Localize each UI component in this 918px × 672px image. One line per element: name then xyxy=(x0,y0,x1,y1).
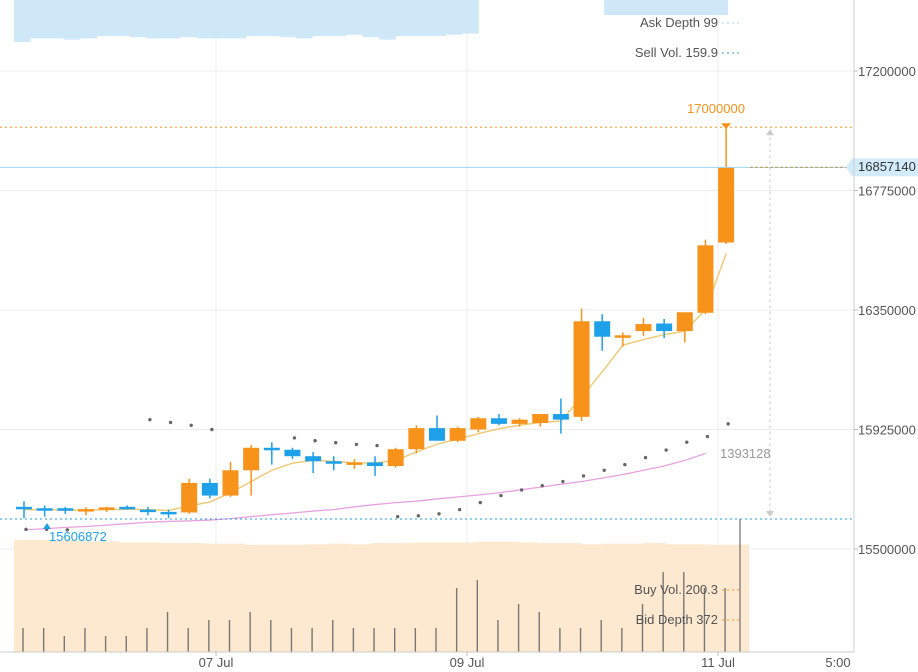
sar-dot xyxy=(643,455,648,460)
sar-dot xyxy=(210,427,214,432)
sell-vol-label: Sell Vol. 159.9 xyxy=(635,45,718,60)
sar-dot xyxy=(437,512,441,516)
sar-dot xyxy=(148,417,152,422)
sar-dot xyxy=(24,527,28,532)
candle-body xyxy=(98,507,115,510)
sar-dot xyxy=(375,443,379,448)
sar-dot xyxy=(189,423,193,427)
candle-body xyxy=(614,335,631,338)
candle-body xyxy=(243,447,260,471)
candle-body xyxy=(635,324,652,332)
min-price-marker xyxy=(43,522,51,529)
y-tick-label: 17200000 xyxy=(858,64,916,79)
sar-dot xyxy=(354,442,359,447)
pink-line-path xyxy=(23,452,706,531)
candles xyxy=(16,127,735,519)
sar-dot xyxy=(664,448,668,452)
candle-body xyxy=(490,418,507,424)
sar-dot xyxy=(478,500,482,505)
sar-dot xyxy=(168,420,173,425)
candle-body xyxy=(16,506,32,510)
ask-depth-block xyxy=(604,0,728,15)
y-tick-label: 16775000 xyxy=(858,184,916,199)
range-arrow-top xyxy=(766,129,774,136)
bid-depth-area xyxy=(14,540,749,652)
sar-dot xyxy=(602,468,606,472)
x-tick-label: 5:00 xyxy=(825,655,850,670)
reference-lines xyxy=(0,22,918,652)
candle-body xyxy=(57,508,74,511)
last-price-tag xyxy=(846,158,918,177)
max-price-label: 17000000 xyxy=(687,101,745,116)
ask-depth-area xyxy=(14,0,728,42)
candle-body xyxy=(222,470,239,496)
y-tick-label: 15925000 xyxy=(858,423,916,438)
candle-body xyxy=(119,506,136,510)
sar-dot xyxy=(540,484,544,488)
sar-dot xyxy=(334,441,338,445)
candle-body xyxy=(367,462,384,467)
sar-dot xyxy=(292,436,297,440)
candle-body xyxy=(139,509,156,513)
pink-indicator-line xyxy=(23,452,706,531)
candle-body xyxy=(511,419,528,424)
sar-dot xyxy=(726,422,730,426)
sar-dot xyxy=(561,479,565,484)
candle-body xyxy=(181,482,198,513)
candle-body xyxy=(305,456,322,462)
candle-body xyxy=(201,482,218,496)
candle-body xyxy=(408,428,425,450)
x-tick-label: 07 Jul xyxy=(199,655,234,670)
range-value-label: 1393128 xyxy=(720,446,771,461)
candle-body xyxy=(325,461,342,464)
candle-body xyxy=(718,167,735,243)
sar-dot xyxy=(416,514,421,518)
bid-depth-label: Bid Depth 372 xyxy=(636,612,718,627)
candle-body xyxy=(346,462,363,465)
ask-depth-label: Ask Depth 99 xyxy=(640,15,718,30)
x-tick-label: 11 Jul xyxy=(701,655,735,670)
sar-dot xyxy=(499,493,503,498)
candle-body xyxy=(552,414,569,420)
candle-body xyxy=(429,428,445,441)
candle-body xyxy=(532,414,549,424)
sar-dot xyxy=(457,507,462,512)
candle-body xyxy=(697,245,714,313)
max-price-marker xyxy=(721,123,732,130)
candle-body xyxy=(656,323,673,332)
range-arrow-bottom xyxy=(766,510,774,517)
sar-dot xyxy=(396,514,400,519)
x-tick-label: 09 Jul xyxy=(450,655,485,670)
candle-body xyxy=(676,312,693,332)
sar-dot xyxy=(65,528,70,532)
sar-dot xyxy=(519,488,524,492)
sar-dot xyxy=(623,462,627,467)
candle-body xyxy=(77,509,94,512)
candle-body xyxy=(263,447,280,451)
candle-body xyxy=(284,449,301,457)
bid-depth-polygon xyxy=(14,540,749,652)
buy-vol-label: Buy Vol. 200.3 xyxy=(634,582,718,597)
ask-depth-polygon xyxy=(14,0,595,42)
chart-labels: Ask Depth 99 Sell Vol. 159.9 Buy Vol. 20… xyxy=(49,15,916,627)
candle-body xyxy=(387,449,404,467)
last-price-label: 16857140 xyxy=(858,159,916,174)
y-tick-label: 15500000 xyxy=(858,542,916,557)
candle-body xyxy=(36,508,53,511)
min-price-label: 15606872 xyxy=(49,529,107,544)
candle-body xyxy=(470,418,487,430)
volume-bars xyxy=(22,572,726,652)
sar-dot xyxy=(685,440,689,444)
sar-dot xyxy=(313,439,317,443)
candle-body xyxy=(160,511,177,515)
sar-dot xyxy=(705,434,710,439)
y-tick-label: 16350000 xyxy=(858,303,916,318)
candle-body xyxy=(449,428,466,441)
candle-body xyxy=(573,321,590,417)
sar-dot xyxy=(581,474,586,478)
candle-body xyxy=(594,321,611,337)
